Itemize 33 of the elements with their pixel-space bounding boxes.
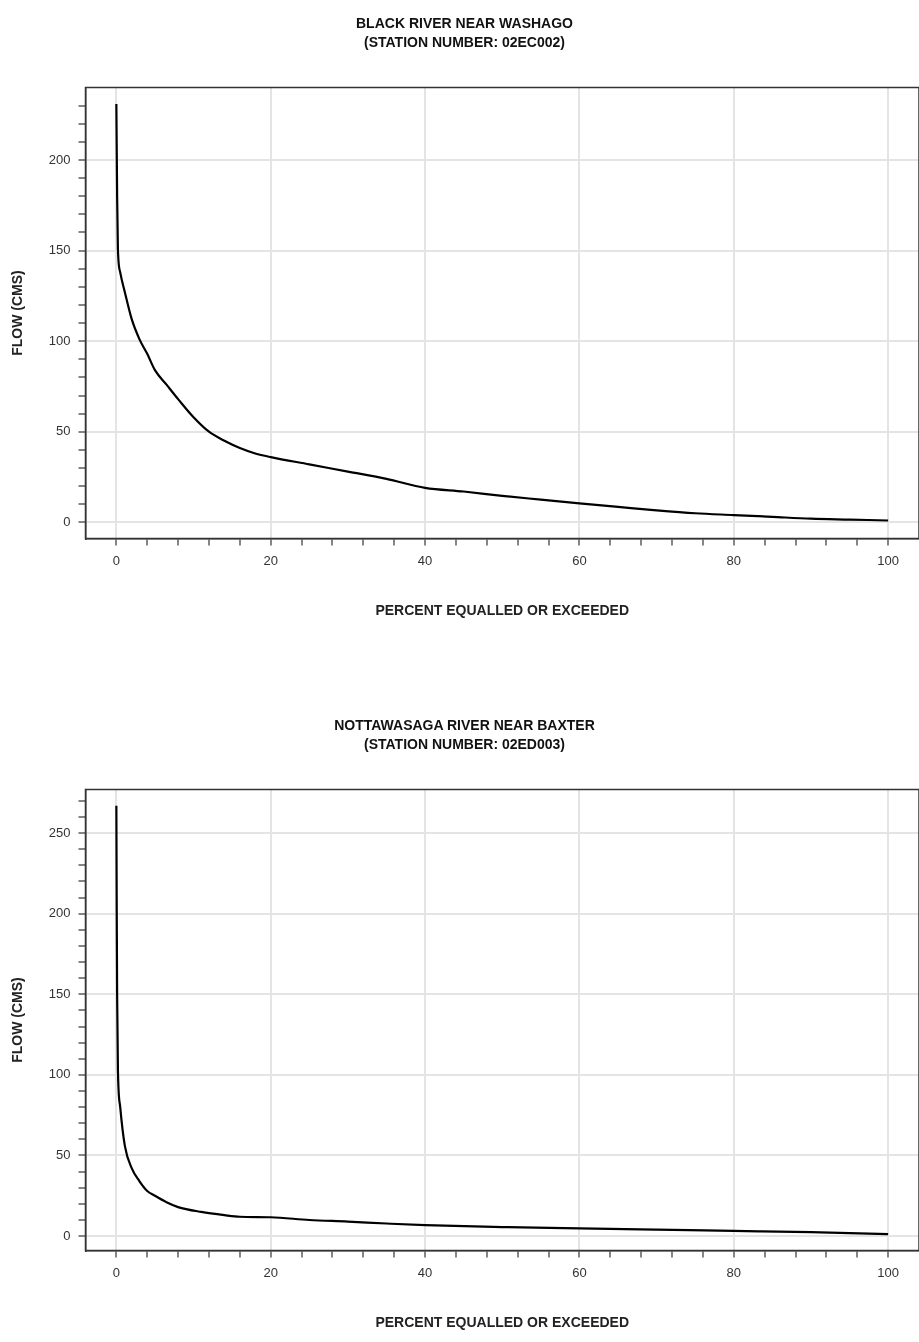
y-tick-label: 200 [48, 151, 71, 167]
y-tick-label: 100 [48, 1066, 71, 1082]
y-tick-label: 0 [63, 1227, 71, 1243]
x-tick-label: 0 [112, 1264, 120, 1280]
chart-title: BLACK RIVER NEAR WASHAGO [355, 15, 574, 32]
x-tick-label: 20 [263, 552, 278, 568]
y-tick-label: 200 [48, 905, 71, 921]
chart-title: NOTTAWASAGA RIVER NEAR BAXTER [334, 717, 595, 734]
x-tick-label: 40 [417, 552, 433, 568]
y-tick-label: 50 [56, 423, 71, 439]
x-tick-label: 80 [726, 552, 742, 568]
x-tick-label: 60 [572, 1264, 587, 1280]
x-tick-label: 60 [572, 552, 587, 568]
line-series [115, 804, 890, 1236]
chart-subtitle: (STATION NUMBER: 02EC002) [364, 34, 565, 51]
y-tick-label: 100 [48, 332, 71, 348]
x-axis-title: PERCENT EQUALLED OR EXCEEDED [375, 1314, 630, 1331]
y-axis-title: FLOW (CMS) [9, 977, 26, 1063]
x-tick-label: 40 [417, 1264, 433, 1280]
line-series [115, 102, 890, 522]
y-tick-label: 50 [56, 1147, 71, 1163]
chart-subtitle: (STATION NUMBER: 02ED003) [364, 736, 565, 753]
x-tick-label: 20 [263, 1264, 278, 1280]
y-tick-label: 150 [48, 985, 71, 1001]
x-tick-label: 100 [877, 1264, 899, 1280]
x-axis-title: PERCENT EQUALLED OR EXCEEDED [375, 602, 630, 619]
y-axis-title: FLOW (CMS) [9, 270, 26, 356]
x-tick-label: 80 [726, 1264, 742, 1280]
y-tick-label: 250 [48, 824, 71, 840]
x-tick-label: 0 [112, 552, 120, 568]
y-tick-label: 150 [48, 242, 71, 258]
x-tick-label: 100 [877, 552, 899, 568]
y-tick-label: 0 [63, 513, 71, 529]
